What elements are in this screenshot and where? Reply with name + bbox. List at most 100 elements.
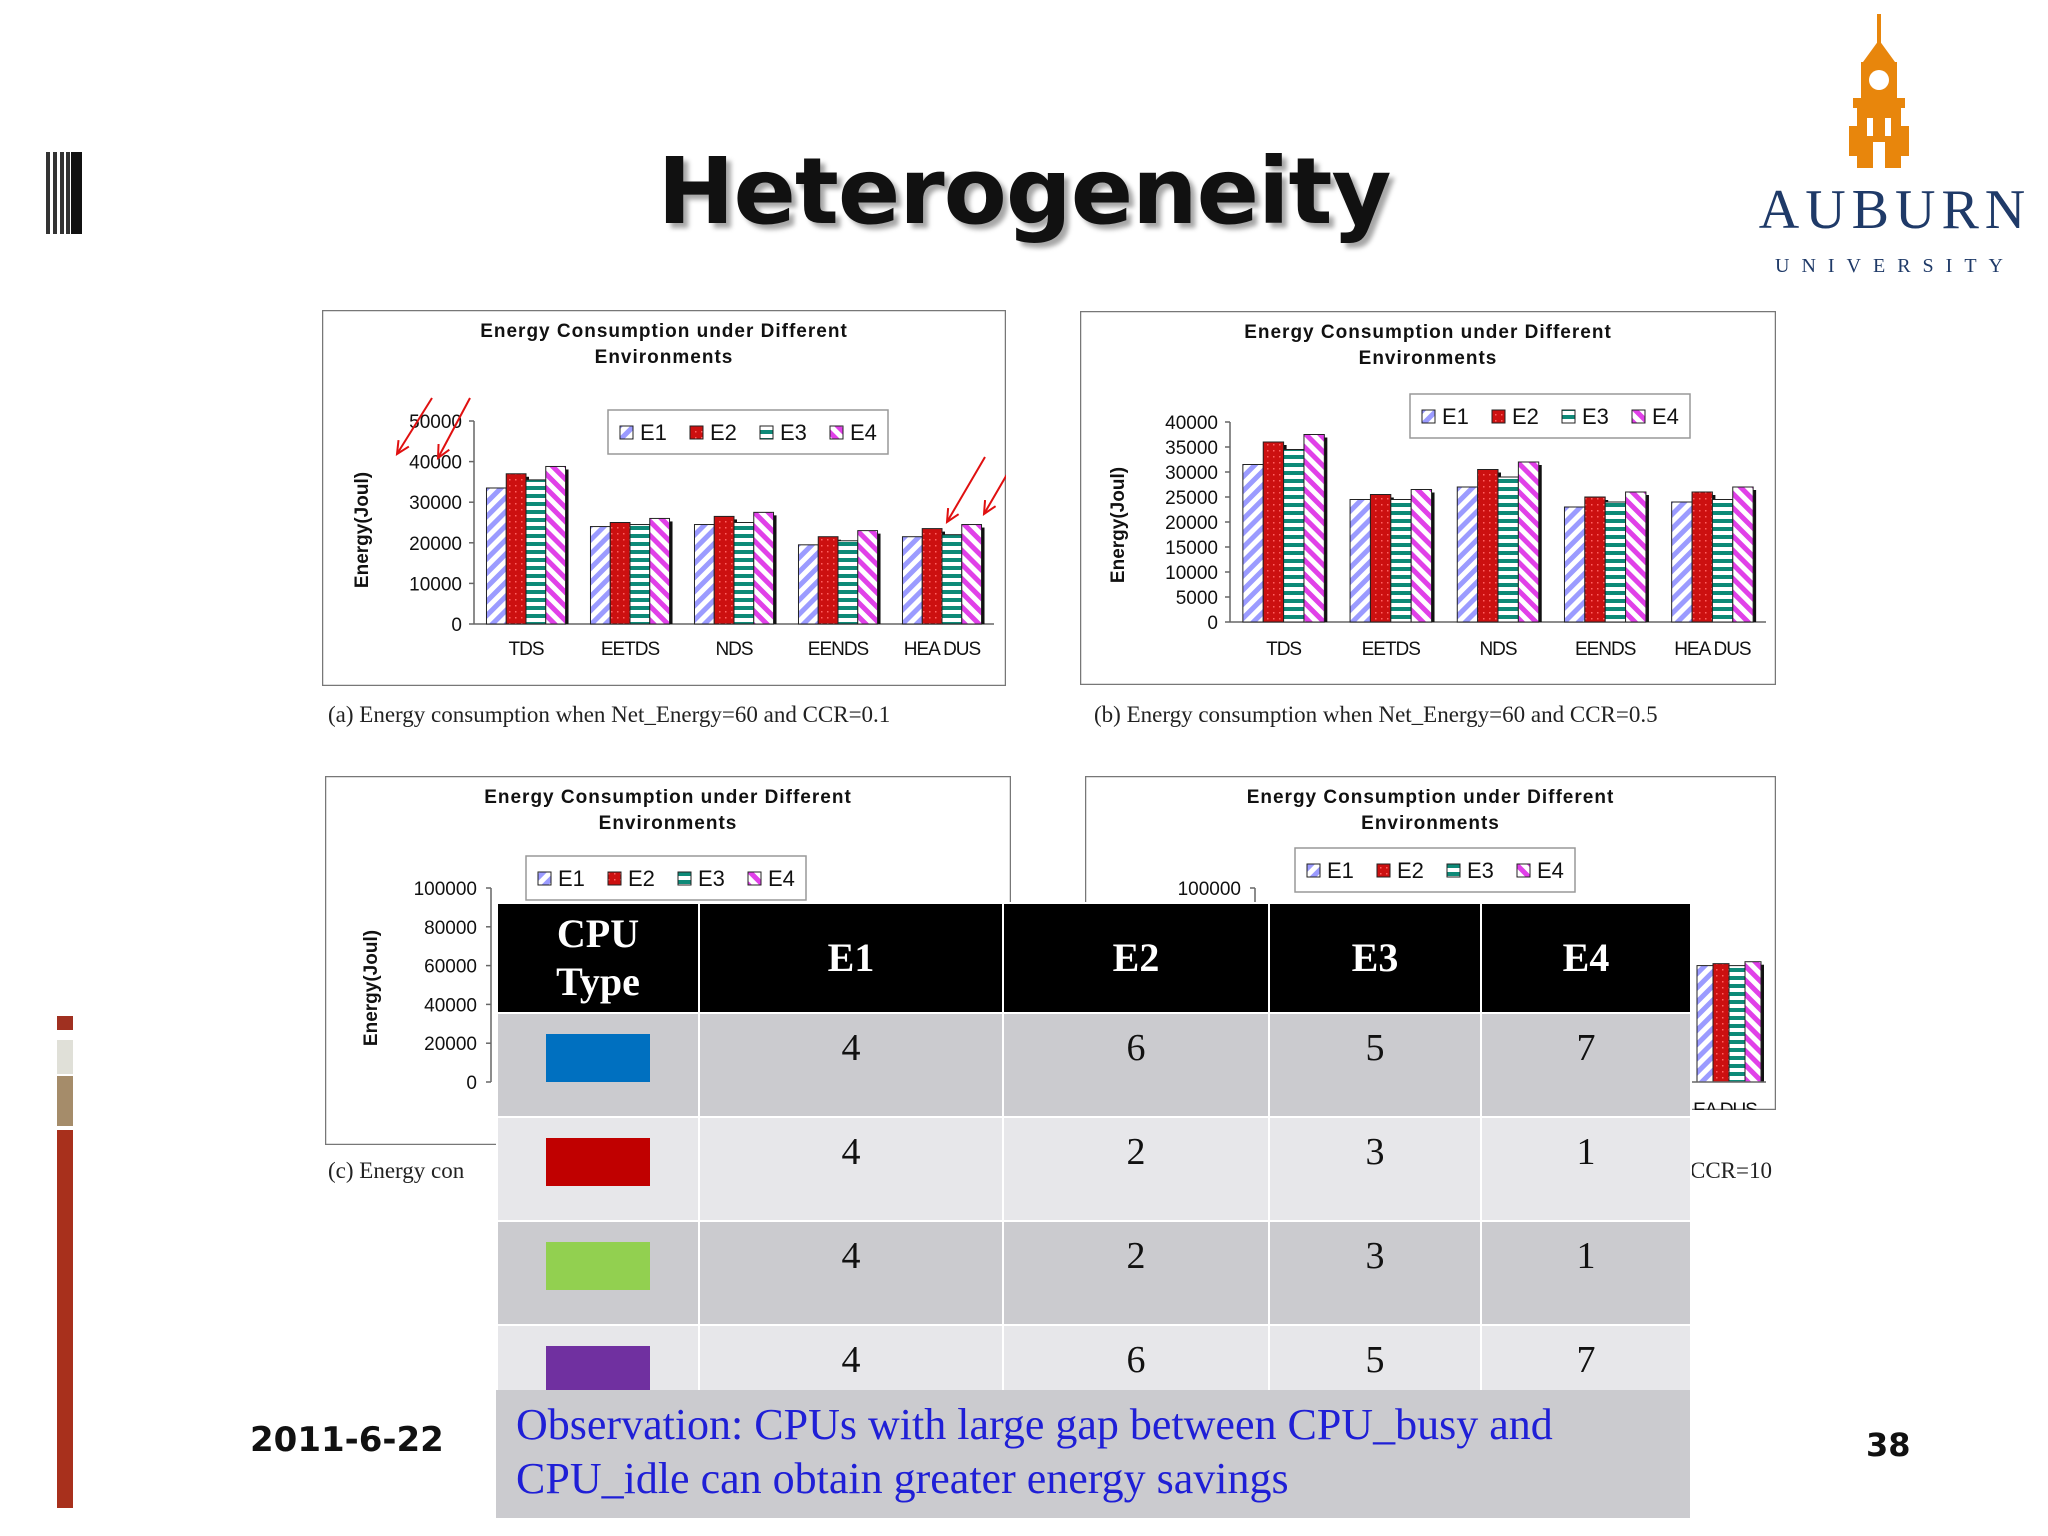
x-tick-label: TDS — [509, 639, 544, 660]
red-arrow — [983, 474, 1006, 515]
table-cell-e3: 5 — [1268, 1012, 1482, 1118]
legend-label: E1 — [640, 420, 667, 445]
bar-e2 — [1262, 441, 1285, 623]
legend-swatch-e4 — [829, 425, 844, 440]
bar-e4 — [1517, 461, 1540, 623]
bar-e1 — [1696, 965, 1714, 1083]
bar-e4 — [857, 530, 879, 625]
y-tick-label: 20000 — [1165, 513, 1218, 534]
y-tick-label: 20000 — [409, 534, 462, 555]
bar-e4 — [1410, 489, 1433, 623]
decorative-bars — [46, 152, 82, 234]
chart-title-line: Energy Consumption under Different — [1244, 322, 1612, 343]
y-tick-label: 35000 — [1165, 438, 1218, 459]
table-header-row: CPU Type E1 E2 E3 E4 — [496, 902, 1692, 1014]
bar-e3 — [1604, 501, 1627, 623]
legend-label: E2 — [1512, 404, 1539, 429]
table-cell-e2: 2 — [1002, 1220, 1270, 1326]
auburn-logo: AUBURN UNIVERSITY — [1745, 10, 2045, 280]
observation-text: Observation: CPUs with large gap between… — [516, 1400, 1553, 1503]
x-tick-label: TDS — [1266, 639, 1301, 660]
bar-e3 — [1728, 965, 1746, 1083]
bar-e4 — [1732, 486, 1754, 623]
slide-title: Heterogeneity — [657, 138, 1392, 245]
chart-b-caption: (b) Energy consumption when Net_Energy=6… — [1094, 702, 1658, 727]
y-tick-label: 0 — [466, 1073, 477, 1094]
y-tick-label: 40000 — [409, 453, 462, 474]
chart-title-line: Environments — [599, 813, 738, 834]
bar-e4 — [753, 511, 775, 625]
y-axis-label: Energy(Joul) — [1108, 467, 1129, 583]
legend-label: E2 — [1397, 858, 1424, 883]
legend-label: E2 — [710, 420, 737, 445]
bar-e3 — [1711, 499, 1734, 623]
bar-e1 — [1242, 464, 1264, 623]
legend-swatch-e1 — [619, 425, 634, 440]
y-tick-label: 100000 — [1178, 879, 1241, 900]
bar-e1 — [1563, 506, 1586, 623]
chart-b-svg: Energy Consumption under Different Enviro… — [1080, 311, 1776, 685]
legend-label: E1 — [558, 866, 585, 891]
chart-title-line: Energy Consumption under Different — [484, 787, 852, 808]
bar-e1 — [901, 536, 923, 625]
legend-label: E4 — [1537, 858, 1564, 883]
bar-e3 — [525, 479, 547, 625]
chart-title-line: Environments — [595, 347, 734, 368]
y-tick-label: 80000 — [424, 918, 477, 939]
legend-swatch-e1 — [1306, 863, 1321, 878]
chart-b: Energy Consumption under Different Enviro… — [1080, 311, 1776, 685]
bar-e2 — [817, 536, 839, 625]
legend-swatch-e3 — [677, 871, 692, 886]
table-cell-e1: 4 — [698, 1116, 1004, 1222]
chart-title-line: Environments — [1361, 813, 1500, 834]
bar-e3 — [629, 524, 651, 625]
bar-e4 — [961, 524, 983, 625]
legend-label: E1 — [1327, 858, 1354, 883]
y-tick-label: 30000 — [1165, 463, 1218, 484]
bar-e1 — [797, 544, 819, 625]
chart-title-line: Environments — [1359, 348, 1498, 369]
bar-e2 — [1369, 494, 1392, 623]
legend-label: E1 — [1442, 404, 1469, 429]
y-tick-label: 15000 — [1165, 538, 1218, 559]
y-tick-label: 100000 — [414, 879, 477, 900]
table-cell-e4: 1 — [1480, 1116, 1692, 1222]
legend-swatch-e4 — [1631, 409, 1646, 424]
bar-e2 — [505, 473, 527, 625]
chart-d-caption: CCR=10 — [1690, 1158, 1772, 1183]
legend-swatch-e3 — [1446, 863, 1461, 878]
bar-e3 — [1283, 449, 1305, 623]
legend-swatch-e2 — [689, 425, 704, 440]
y-tick-label: 10000 — [409, 574, 462, 595]
logo-subtitle: UNIVERSITY — [1775, 255, 2015, 277]
bar-e2 — [1691, 491, 1713, 623]
y-tick-label: 60000 — [424, 957, 477, 978]
cpu-type-swatch-cell — [496, 1220, 700, 1326]
y-tick-label: 0 — [451, 615, 462, 636]
page-number: 38 — [1866, 1426, 1911, 1464]
chart-a-svg: Energy Consumption under Different Enviro… — [322, 310, 1006, 686]
chart-c-caption: (c) Energy con — [328, 1158, 465, 1183]
red-arrow — [437, 397, 471, 459]
table-cell-e2: 6 — [1002, 1012, 1270, 1118]
cpu-color-swatch — [546, 1138, 650, 1186]
header-e4: E4 — [1480, 902, 1692, 1014]
red-arrow — [396, 397, 433, 455]
table-cell-e1: 4 — [698, 1012, 1004, 1118]
table-cell-e1: 4 — [698, 1220, 1004, 1326]
y-tick-label: 20000 — [424, 1034, 477, 1055]
table-cell-e2: 2 — [1002, 1116, 1270, 1222]
bar-e3 — [837, 540, 859, 625]
y-tick-label: 10000 — [1165, 563, 1218, 584]
x-tick-label: EENDS — [1575, 639, 1636, 660]
legend-label: E2 — [628, 866, 655, 891]
bar-e1 — [1671, 501, 1693, 623]
slide-date: 2011-6-22 — [250, 1420, 444, 1460]
bar-e2 — [609, 522, 631, 625]
legend-swatch-e1 — [1421, 409, 1436, 424]
y-tick-label: 40000 — [1165, 413, 1218, 434]
y-tick-label: 25000 — [1165, 488, 1218, 509]
